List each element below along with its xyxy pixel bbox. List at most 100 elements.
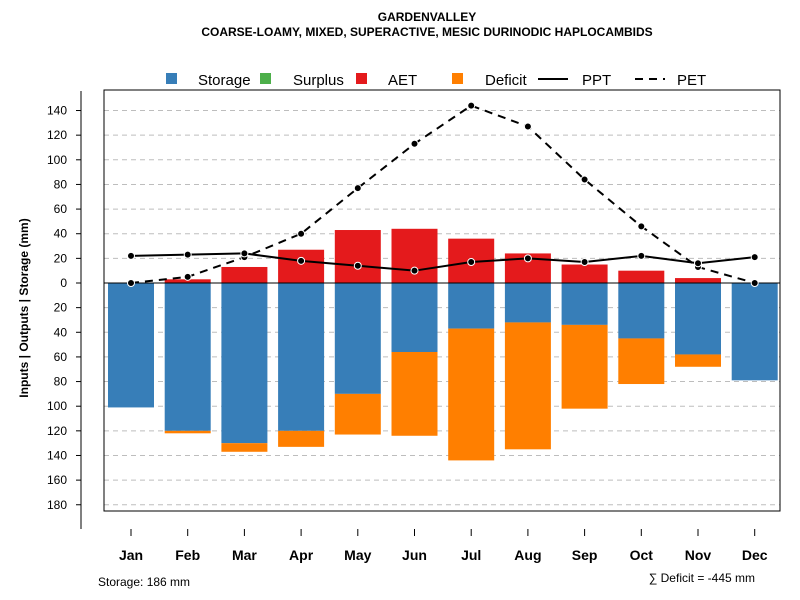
- deficit-bar: [334, 393, 381, 435]
- y-tick-label: 140: [47, 448, 67, 462]
- pet-point: [580, 175, 589, 184]
- y-tick-label: 60: [54, 202, 68, 216]
- x-tick-label: Oct: [630, 547, 654, 563]
- y-tick-label: 20: [54, 251, 68, 265]
- y-tick-label: 40: [54, 227, 68, 241]
- deficit-bar: [675, 354, 721, 367]
- chart-subtitle: COARSE-LOAMY, MIXED, SUPERACTIVE, MESIC …: [201, 25, 652, 39]
- plot-frame: [103, 89, 781, 512]
- storage-bar: [108, 283, 154, 408]
- legend-label-deficit: Deficit: [485, 72, 528, 89]
- x-tick-label: Aug: [514, 547, 541, 563]
- ppt-point: [580, 258, 589, 267]
- deficit-bar: [504, 322, 551, 450]
- line-layer: [127, 101, 759, 287]
- y-tick-label: 120: [47, 424, 67, 438]
- aet-bar: [334, 230, 381, 283]
- legend-label-aet: AET: [388, 72, 417, 89]
- ppt-point: [410, 266, 419, 275]
- y-tick-label: 100: [47, 399, 67, 413]
- chart-title: GARDENVALLEY: [378, 10, 476, 24]
- y-tick-label: 100: [47, 153, 67, 167]
- aet-bar: [561, 264, 608, 283]
- ppt-point: [183, 250, 192, 259]
- x-tick-label: Mar: [232, 547, 257, 563]
- storage-bar: [164, 283, 211, 431]
- storage-bar: [278, 283, 325, 431]
- y-tick-label: 160: [47, 473, 67, 487]
- pet-point: [410, 139, 419, 148]
- storage-bar: [561, 283, 608, 325]
- ppt-point: [467, 258, 476, 267]
- x-tick-label: Jan: [119, 547, 143, 563]
- y-tick-label: 40: [54, 325, 68, 339]
- legend-label-storage: Storage: [198, 72, 251, 89]
- ppt-point: [353, 261, 362, 270]
- aet-bar: [164, 279, 211, 283]
- storage-bar: [448, 283, 495, 329]
- storage-bar: [675, 283, 721, 355]
- deficit-bar: [164, 430, 211, 434]
- deficit-bar: [448, 328, 495, 461]
- pet-point: [353, 184, 362, 193]
- y-tick-label: 20: [54, 301, 68, 315]
- y-axis-label: Inputs | Outputs | Storage (mm): [17, 218, 31, 397]
- ppt-point: [523, 254, 532, 263]
- x-tick-label: Dec: [742, 547, 768, 563]
- y-tick-label: 80: [54, 177, 68, 191]
- axes: 140 120 100 80 60 40 20 0 20 40 60 80 100 120 140 160 18…: [47, 91, 768, 563]
- legend: Storage Surplus AET Deficit PPT PET: [166, 72, 706, 89]
- aet-bar: [675, 278, 721, 283]
- storage-footnote: Storage: 186 mm: [98, 575, 190, 589]
- pet-point: [750, 279, 759, 287]
- storage-bar: [504, 283, 551, 323]
- aet-bar: [391, 228, 438, 283]
- x-tick-label: Jun: [402, 547, 427, 563]
- legend-label-surplus: Surplus: [293, 72, 344, 89]
- ppt-line: [130, 252, 755, 272]
- x-tick-label: Nov: [685, 547, 712, 563]
- ppt-point: [637, 251, 646, 260]
- bar-layer: [108, 228, 778, 461]
- x-tick-label: Feb: [175, 547, 200, 563]
- deficit-footnote: ∑ Deficit = -445 mm: [649, 571, 755, 585]
- legend-swatch-surplus: [260, 73, 271, 84]
- pet-point: [467, 101, 476, 110]
- aet-bar: [278, 249, 325, 283]
- pet-line: [130, 104, 755, 284]
- legend-swatch-storage: [166, 73, 177, 84]
- gridlines: [104, 110, 780, 506]
- legend-label-ppt: PPT: [582, 72, 611, 89]
- ppt-point: [750, 253, 759, 262]
- storage-bar: [221, 283, 268, 444]
- deficit-bar: [278, 430, 325, 447]
- pet-point: [637, 222, 646, 231]
- y-tick-label: 0: [60, 276, 67, 290]
- y-tick-label: 80: [54, 375, 68, 389]
- storage-bar: [731, 283, 778, 381]
- deficit-bar: [561, 324, 608, 409]
- y-tick-label: 180: [47, 498, 67, 512]
- x-tick-label: Jul: [461, 547, 481, 563]
- ppt-point: [240, 249, 249, 258]
- ppt-point: [127, 251, 135, 260]
- legend-swatch-deficit: [452, 73, 463, 84]
- deficit-bar: [391, 351, 438, 436]
- pet-point: [297, 229, 306, 238]
- deficit-bar: [618, 338, 665, 385]
- x-tick-label: Apr: [289, 547, 314, 563]
- pet-point: [183, 272, 192, 281]
- x-tick-label: Sep: [572, 547, 598, 563]
- pet-point: [127, 279, 135, 287]
- y-tick-label: 140: [47, 104, 67, 118]
- pet-point: [523, 122, 532, 131]
- legend-label-pet: PET: [677, 72, 706, 89]
- legend-swatch-aet: [356, 73, 367, 84]
- ppt-point: [694, 259, 702, 268]
- storage-bar: [391, 283, 438, 352]
- x-tick-label: May: [344, 547, 371, 563]
- aet-bar: [618, 270, 665, 283]
- storage-bar: [334, 283, 381, 394]
- y-tick-label: 120: [47, 128, 67, 142]
